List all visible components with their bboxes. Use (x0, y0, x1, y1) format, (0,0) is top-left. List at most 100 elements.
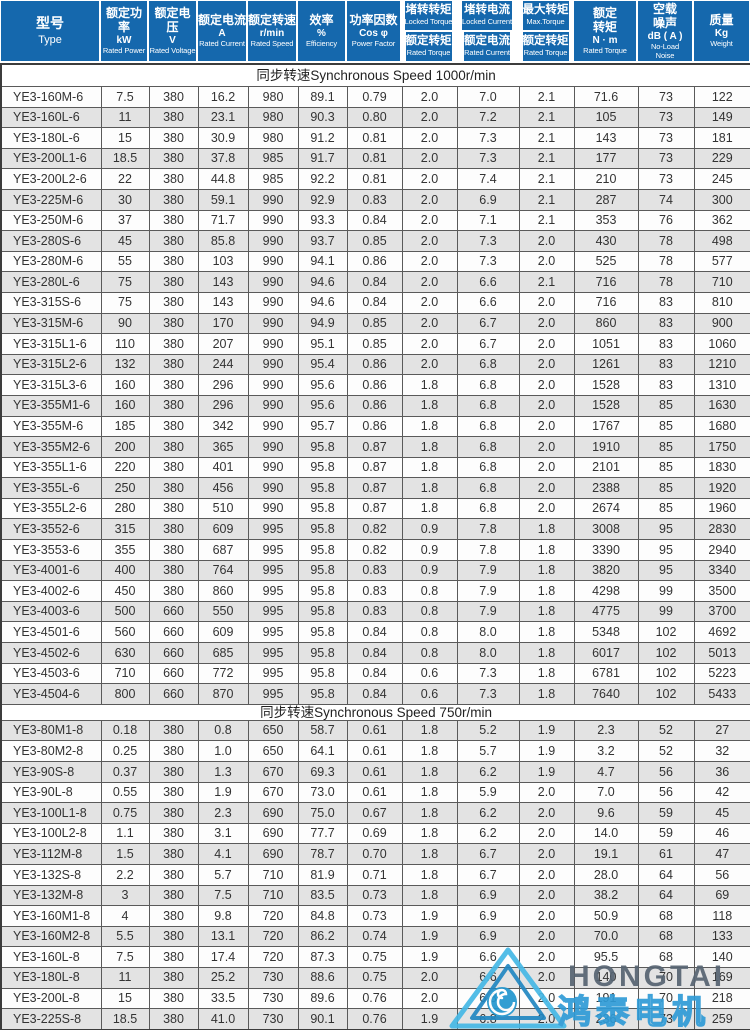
value-cell: 61 (637, 843, 695, 865)
value-cell: 0.71 (346, 863, 403, 886)
value-cell: 95.4 (297, 353, 348, 376)
value-cell: 37.8 (197, 147, 249, 170)
column-header: 堵转转矩 Locked Torque 额定转矩 Rated Torque (401, 0, 456, 62)
value-cell: 6.6 (456, 271, 520, 293)
table-row: YE3-225M-6 30 380 59.1 990 92.9 0.83 2.0 6.9 2.1 2… (0, 188, 750, 211)
value-cell: 89.1 (297, 86, 348, 108)
value-cell: 15 (100, 127, 150, 149)
value-cell: 75 (100, 271, 150, 293)
column-header-label: A (218, 27, 226, 39)
value-cell: 5013 (693, 642, 750, 664)
value-cell: 5.7 (456, 740, 520, 762)
table-row: YE3-3552-6 315 380 609 995 95.8 0.82 0.9 7.8 1.8 3… (0, 518, 750, 541)
value-cell: 0.82 (346, 539, 403, 561)
value-cell: 2.0 (401, 250, 458, 273)
value-cell: 525 (573, 250, 639, 273)
value-cell: 3340 (693, 559, 750, 582)
value-cell: 990 (247, 333, 299, 355)
column-header: 空载 噪声 dB ( A ) No-Load Noise (637, 0, 693, 62)
value-cell: 380 (148, 822, 199, 845)
value-cell: 160 (100, 394, 150, 417)
value-cell: 1.8 (518, 642, 575, 664)
model-cell: YE3-280S-6 (0, 230, 102, 252)
value-cell: 143 (197, 271, 249, 293)
table-header: 型号 Type 额定功率 kW Rated Power 额定电压 V Rated Voltag… (0, 0, 750, 62)
value-cell: 0.8 (401, 600, 458, 623)
column-header: 额定转速 r/min Rated Speed (247, 0, 297, 62)
table-row: YE3-355L-6 250 380 456 990 95.8 0.87 1.8 6.8 2.0 2… (0, 477, 750, 499)
value-cell: 0.75 (346, 946, 403, 968)
value-cell: 6.7 (456, 333, 520, 355)
value-cell: 83.5 (297, 884, 348, 907)
value-cell: 1.8 (518, 518, 575, 541)
column-header: 型号 Type (0, 0, 100, 62)
value-cell: 0.8 (401, 621, 458, 644)
value-cell: 7640 (573, 683, 639, 705)
value-cell: 315 (100, 518, 150, 541)
value-cell: 380 (148, 905, 199, 927)
value-cell: 15 (100, 987, 150, 1010)
value-cell: 1.8 (401, 374, 458, 396)
value-cell: 296 (197, 374, 249, 396)
value-cell: 2.0 (401, 312, 458, 335)
value-cell: 1.9 (518, 719, 575, 742)
value-cell: 2.1 (518, 209, 575, 232)
value-cell: 860 (197, 580, 249, 602)
table-row: YE3-80M1-8 0.18 380 0.8 650 58.7 0.61 1.8 5.2 1.9… (0, 719, 750, 742)
value-cell: 1.8 (518, 621, 575, 644)
value-cell: 73 (637, 127, 695, 149)
value-cell: 1.5 (100, 843, 150, 865)
value-cell: 380 (148, 497, 199, 520)
value-cell: 1960 (693, 497, 750, 520)
value-cell: 95.8 (297, 477, 348, 499)
value-cell: 1.8 (401, 802, 458, 824)
value-cell: 6.9 (456, 925, 520, 948)
value-cell: 0.6 (401, 683, 458, 705)
table-row: YE3-160M2-8 5.5 380 13.1 720 86.2 0.74 1.9 6.9 2.… (0, 925, 750, 948)
column-header: 额定 转矩 N · m Rated Torque (573, 0, 637, 62)
value-cell: 0.75 (100, 802, 150, 824)
value-cell: 56 (637, 761, 695, 783)
column-header-part: 最大转矩 Max.Torque (521, 0, 570, 31)
value-cell: 7.4 (456, 168, 520, 190)
column-header-label: 效率 (309, 13, 334, 28)
value-cell: 980 (247, 127, 299, 149)
value-cell: 2.0 (518, 822, 575, 845)
value-cell: 4298 (573, 580, 639, 602)
value-cell: 2.3 (573, 719, 639, 742)
value-cell: 93.3 (297, 209, 348, 232)
value-cell: 2.0 (401, 987, 458, 1010)
value-cell: 380 (148, 353, 199, 376)
value-cell: 69.3 (297, 761, 348, 783)
value-cell: 6.7 (456, 863, 520, 886)
value-cell: 342 (197, 415, 249, 438)
column-header-label: Rated Power (102, 46, 146, 56)
value-cell: 2.2 (100, 863, 150, 886)
value-cell: 2.0 (401, 86, 458, 108)
value-cell: 143 (573, 127, 639, 149)
value-cell: 2388 (573, 477, 639, 499)
value-cell: 2.0 (518, 925, 575, 948)
value-cell: 380 (148, 740, 199, 762)
value-cell: 6.9 (456, 188, 520, 211)
value-cell: 93.7 (297, 230, 348, 252)
value-cell: 95.6 (297, 394, 348, 417)
value-cell: 1060 (693, 333, 750, 355)
value-cell: 6.8 (456, 1008, 520, 1030)
value-cell: 7.3 (456, 230, 520, 252)
value-cell: 59.1 (197, 188, 249, 211)
value-cell: 7.3 (456, 127, 520, 149)
value-cell: 990 (247, 312, 299, 335)
value-cell: 8.0 (456, 621, 520, 644)
value-cell: 5433 (693, 683, 750, 705)
value-cell: 690 (247, 822, 299, 845)
value-cell: 0.81 (346, 147, 403, 170)
table-row: YE3-250M-6 37 380 71.7 990 93.3 0.84 2.0 7.1 2.1 3… (0, 209, 750, 232)
value-cell: 2.0 (518, 374, 575, 396)
model-cell: YE3-90L-8 (0, 781, 102, 804)
value-cell: 83 (637, 353, 695, 376)
model-cell: YE3-4003-6 (0, 600, 102, 623)
value-cell: 1.9 (518, 761, 575, 783)
value-cell: 17.4 (197, 946, 249, 968)
value-cell: 56 (693, 863, 750, 886)
